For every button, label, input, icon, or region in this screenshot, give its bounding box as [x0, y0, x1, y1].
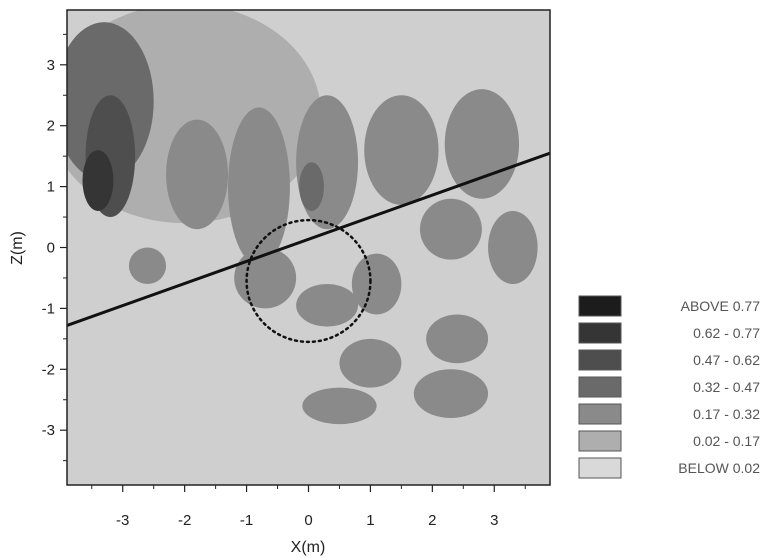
y-tick-label: -1 [42, 300, 55, 317]
legend-swatch [578, 430, 622, 452]
contour-region-5 [166, 119, 229, 230]
reference-line [67, 151, 550, 327]
legend-label: 0.47 - 0.62 [693, 352, 760, 368]
contour-region-19 [413, 369, 489, 419]
reference-circle [245, 218, 372, 344]
legend-label: 0.17 - 0.32 [693, 406, 760, 422]
x-tick-label: -1 [240, 512, 253, 529]
legend-label: 0.02 - 0.17 [693, 433, 760, 449]
legend-swatch [578, 349, 622, 371]
y-axis-ticks: 3 2 1 0 -1 -2 -3 [42, 33, 67, 462]
contour-region-16 [351, 253, 402, 315]
overlay-marks [67, 151, 550, 344]
legend-label: 0.62 - 0.77 [693, 325, 760, 341]
legend-swatch [578, 403, 622, 425]
legend-label: BELOW 0.02 [678, 460, 760, 476]
y-tick-label: -3 [42, 422, 55, 439]
legend-label: 0.32 - 0.47 [693, 379, 760, 395]
contour-region-13 [128, 247, 167, 285]
contour-region-12 [488, 210, 538, 285]
contour-region-11 [419, 198, 482, 260]
x-axis-ticks: -3 -2 -1 0 1 2 3 [91, 485, 526, 529]
x-tick-label: -3 [116, 512, 129, 529]
contour-region-14 [234, 247, 297, 309]
contour-region-8 [299, 162, 324, 211]
x-tick-label: 1 [366, 512, 374, 529]
x-axis-label: X(m) [291, 539, 326, 556]
contour-region-20 [302, 387, 377, 425]
x-tick-label: 0 [304, 512, 312, 529]
contour-region-10 [444, 89, 520, 199]
legend-swatch [578, 322, 622, 344]
contour-region-18 [426, 314, 489, 364]
y-tick-label: 2 [47, 118, 55, 135]
legend-swatch [578, 376, 622, 398]
contour-region-15 [296, 284, 359, 327]
contour-region-6 [228, 107, 290, 266]
y-tick-label: 0 [47, 240, 55, 257]
x-tick-label: 3 [490, 512, 498, 529]
legend-swatch [578, 457, 622, 479]
legend: ABOVE 0.77 0.62 - 0.77 0.47 - 0.62 0.32 - 0… [578, 295, 761, 479]
contour-region-7 [296, 95, 359, 230]
contour-region-4 [82, 150, 114, 211]
y-tick-label: 3 [47, 57, 55, 74]
legend-label: ABOVE 0.77 [681, 298, 761, 314]
legend-swatch [578, 295, 622, 317]
y-tick-label: 1 [47, 179, 55, 196]
x-tick-label: 2 [428, 512, 436, 529]
x-tick-label: -2 [178, 512, 191, 529]
y-axis-label: Z(m) [9, 231, 26, 265]
contour-regions [67, 10, 538, 425]
y-tick-label: -2 [42, 361, 55, 378]
contour-region-17 [339, 338, 402, 388]
contour-region-9 [364, 95, 439, 205]
